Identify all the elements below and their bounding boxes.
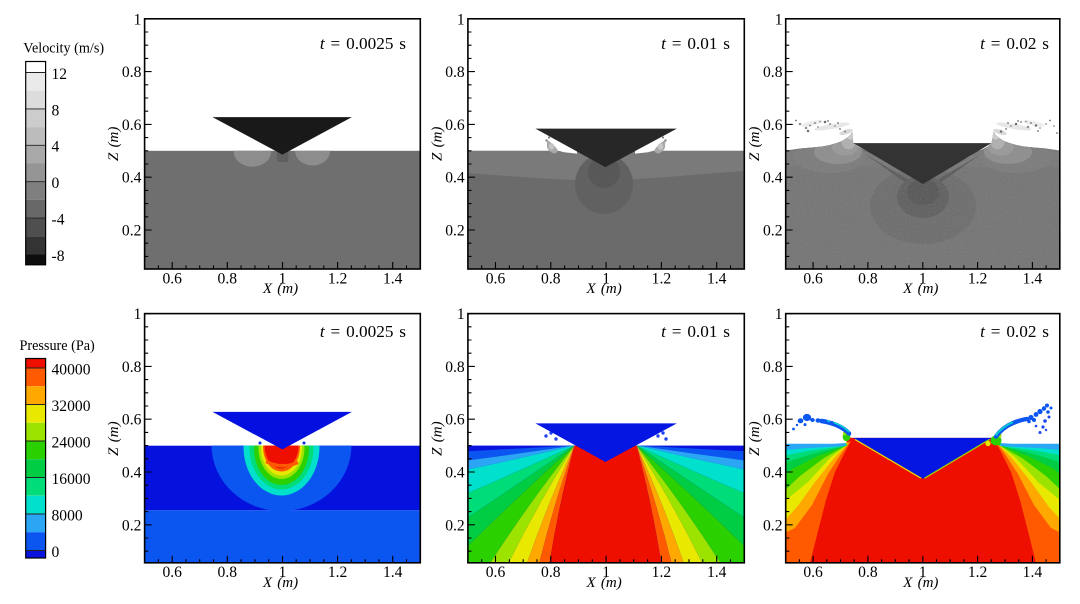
svg-text:0.8: 0.8 xyxy=(858,270,878,287)
svg-text:0.4: 0.4 xyxy=(122,170,142,187)
svg-text:0.8: 0.8 xyxy=(122,359,142,376)
svg-text:1: 1 xyxy=(279,564,287,581)
svg-text:t = 0.0025 s: t = 0.0025 s xyxy=(320,322,406,341)
svg-text:24000: 24000 xyxy=(52,434,91,451)
svg-text:1.4: 1.4 xyxy=(1023,564,1043,581)
svg-text:0.4: 0.4 xyxy=(445,465,465,482)
svg-text:1.2: 1.2 xyxy=(652,270,672,287)
svg-text:0.6: 0.6 xyxy=(763,412,783,429)
svg-text:t = 0.01 s: t = 0.01 s xyxy=(661,34,730,53)
svg-text:1: 1 xyxy=(919,564,927,581)
svg-text:0.4: 0.4 xyxy=(122,465,142,482)
svg-text:1.4: 1.4 xyxy=(383,564,403,581)
svg-text:t = 0.01 s: t = 0.01 s xyxy=(661,322,730,341)
svg-text:1: 1 xyxy=(919,270,927,287)
svg-text:0.2: 0.2 xyxy=(445,223,465,240)
svg-text:0: 0 xyxy=(52,544,60,561)
svg-text:0.6: 0.6 xyxy=(486,270,506,287)
svg-text:t = 0.02 s: t = 0.02 s xyxy=(980,34,1049,53)
svg-text:1.2: 1.2 xyxy=(968,270,988,287)
svg-text:0.6: 0.6 xyxy=(486,564,506,581)
svg-text:-4: -4 xyxy=(52,212,65,229)
svg-text:1.2: 1.2 xyxy=(328,270,348,287)
svg-text:4: 4 xyxy=(52,139,60,156)
svg-text:t = 0.02 s: t = 0.02 s xyxy=(980,322,1049,341)
svg-text:X (m): X (m) xyxy=(902,575,938,591)
svg-text:1.2: 1.2 xyxy=(328,564,348,581)
svg-text:0.8: 0.8 xyxy=(541,564,561,581)
svg-text:1.2: 1.2 xyxy=(652,564,672,581)
svg-text:0.8: 0.8 xyxy=(541,270,561,287)
svg-text:1: 1 xyxy=(775,11,783,28)
svg-text:0.2: 0.2 xyxy=(763,223,783,240)
svg-text:0.8: 0.8 xyxy=(763,359,783,376)
svg-text:0.8: 0.8 xyxy=(763,64,783,81)
svg-text:0.8: 0.8 xyxy=(218,564,238,581)
svg-text:0.6: 0.6 xyxy=(803,270,823,287)
svg-text:12: 12 xyxy=(52,66,68,83)
svg-text:1.4: 1.4 xyxy=(707,564,727,581)
svg-text:0.8: 0.8 xyxy=(218,270,238,287)
svg-text:0.4: 0.4 xyxy=(763,170,783,187)
svg-text:1: 1 xyxy=(602,270,610,287)
svg-text:0.4: 0.4 xyxy=(763,465,783,482)
svg-text:32000: 32000 xyxy=(52,398,91,415)
svg-text:0.6: 0.6 xyxy=(803,564,823,581)
svg-text:1.4: 1.4 xyxy=(383,270,403,287)
svg-text:0.6: 0.6 xyxy=(445,117,465,134)
svg-text:1: 1 xyxy=(775,306,783,323)
svg-text:0.2: 0.2 xyxy=(445,517,465,534)
svg-text:0.2: 0.2 xyxy=(763,517,783,534)
svg-text:Z (m): Z (m) xyxy=(106,421,122,455)
svg-text:0.4: 0.4 xyxy=(445,170,465,187)
svg-text:Z (m): Z (m) xyxy=(429,421,445,455)
svg-text:0.8: 0.8 xyxy=(445,64,465,81)
svg-text:0.6: 0.6 xyxy=(122,412,142,429)
svg-text:Z (m): Z (m) xyxy=(747,127,763,161)
svg-text:0.6: 0.6 xyxy=(445,412,465,429)
svg-text:0.8: 0.8 xyxy=(858,564,878,581)
svg-text:Z (m): Z (m) xyxy=(106,127,122,161)
svg-text:X (m): X (m) xyxy=(585,281,621,297)
svg-text:0.2: 0.2 xyxy=(122,517,142,534)
svg-text:16000: 16000 xyxy=(52,471,91,488)
svg-text:1: 1 xyxy=(134,11,142,28)
svg-text:1: 1 xyxy=(457,306,465,323)
svg-text:0.6: 0.6 xyxy=(162,564,182,581)
svg-text:8: 8 xyxy=(52,102,60,119)
svg-text:1.4: 1.4 xyxy=(707,270,727,287)
svg-text:1.2: 1.2 xyxy=(968,564,988,581)
svg-text:0.6: 0.6 xyxy=(122,117,142,134)
svg-text:1: 1 xyxy=(134,306,142,323)
svg-text:X (m): X (m) xyxy=(262,575,298,591)
svg-text:1: 1 xyxy=(279,270,287,287)
svg-text:t = 0.0025 s: t = 0.0025 s xyxy=(320,34,406,53)
svg-text:0.8: 0.8 xyxy=(445,359,465,376)
svg-text:8000: 8000 xyxy=(52,507,83,524)
svg-text:Velocity (m/s): Velocity (m/s) xyxy=(23,41,104,57)
svg-text:X (m): X (m) xyxy=(902,281,938,297)
svg-text:0: 0 xyxy=(52,175,60,192)
svg-text:1: 1 xyxy=(602,564,610,581)
svg-text:0.8: 0.8 xyxy=(122,64,142,81)
svg-text:0.6: 0.6 xyxy=(763,117,783,134)
svg-text:1.4: 1.4 xyxy=(1023,270,1043,287)
svg-text:Z (m): Z (m) xyxy=(747,421,763,455)
svg-text:Z (m): Z (m) xyxy=(429,127,445,161)
svg-text:X (m): X (m) xyxy=(262,281,298,297)
svg-text:X (m): X (m) xyxy=(585,575,621,591)
svg-text:-8: -8 xyxy=(52,248,65,265)
svg-text:40000: 40000 xyxy=(52,361,91,378)
svg-text:0.6: 0.6 xyxy=(162,270,182,287)
svg-text:Pressure (Pa): Pressure (Pa) xyxy=(20,338,96,354)
svg-text:1: 1 xyxy=(457,11,465,28)
svg-text:0.2: 0.2 xyxy=(122,223,142,240)
